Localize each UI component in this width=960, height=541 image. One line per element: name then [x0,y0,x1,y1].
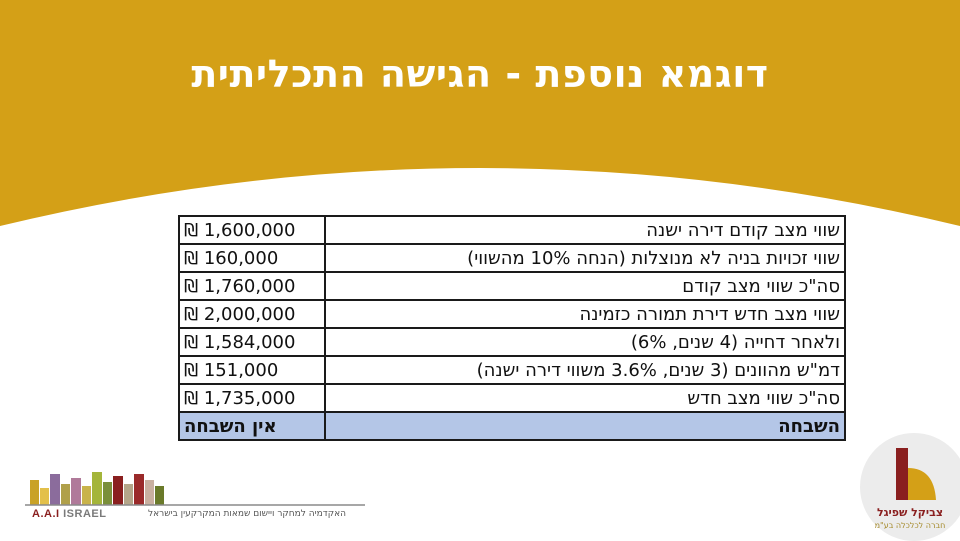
row-amount: 2,000,000 ₪ [178,299,326,329]
table-row: ולאחר דחייה (4 שנים, 6%) 1,584,000 ₪ [178,327,846,357]
total-row: השבחה אין השבחה [178,411,846,441]
total-amount: אין השבחה [178,411,326,441]
aai-name-b: ISRAEL [63,508,107,520]
aai-name-a: A.A.I [32,508,60,520]
aai-name: A.A.I ISRAEL [32,508,106,520]
table-row: שווי זכויות בניה לא מנוצלות (הנחה 10% מה… [178,243,846,273]
row-amount: 1,760,000 ₪ [178,271,326,301]
valuation-table: שווי מצב קודם דירה ישנה 1,600,000 ₪ שווי… [178,215,846,441]
row-amount: 160,000 ₪ [178,243,326,273]
table-row: שווי מצב חדש דירת תמורה כזמינה 2,000,000… [178,299,846,329]
row-label: סה"כ שווי מצב קודם [324,271,846,301]
tzvikel-name: צביקל שפיגל [876,506,944,519]
row-amount: 1,584,000 ₪ [178,327,326,357]
row-label: דמ"ש מהוונים (3 שנים, 3.6% משווי דירה יש… [324,355,846,385]
row-label: שווי מצב חדש דירת תמורה כזמינה [324,299,846,329]
table-row: סה"כ שווי מצב חדש 1,735,000 ₪ [178,383,846,413]
table-row: סה"כ שווי מצב קודם 1,760,000 ₪ [178,271,846,301]
row-amount: 151,000 ₪ [178,355,326,385]
table-row: דמ"ש מהוונים (3 שנים, 3.6% משווי דירה יש… [178,355,846,385]
table-row: שווי מצב קודם דירה ישנה 1,600,000 ₪ [178,215,846,245]
row-label: סה"כ שווי מצב חדש [324,383,846,413]
row-label: ולאחר דחייה (4 שנים, 6%) [324,327,846,357]
row-amount: 1,600,000 ₪ [178,215,326,245]
aai-israel-logo [25,472,365,506]
tzvikel-subtitle: חברה לכלכלה בע"מ [874,521,946,530]
total-label: השבחה [324,411,846,441]
row-label: שווי מצב קודם דירה ישנה [324,215,846,245]
row-amount: 1,735,000 ₪ [178,383,326,413]
row-label: שווי זכויות בניה לא מנוצלות (הנחה 10% מה… [324,243,846,273]
tzvikel-logo-icon [896,448,936,500]
page-title: דוגמא נוספת - הגישה התכליתית [191,52,769,96]
aai-subtitle: האקדמיה למחקר ויישום שמאות המקרקעין בישר… [148,509,346,519]
